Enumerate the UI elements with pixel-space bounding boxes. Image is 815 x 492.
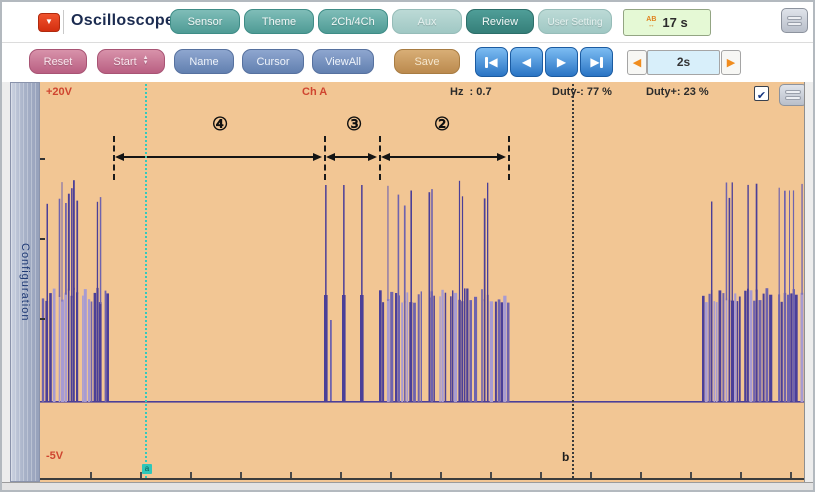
title-divider	[63, 10, 64, 34]
x-axis-tick	[740, 472, 742, 478]
x-axis-tick	[540, 472, 542, 478]
annotation-region-label: ④	[212, 114, 229, 134]
sidebar-tab-configuration[interactable]: Configuration	[10, 82, 40, 482]
x-axis-tick	[290, 472, 292, 478]
x-axis-tick	[440, 472, 442, 478]
cursor-a-line[interactable]: a	[142, 84, 152, 478]
plot-panel-icon[interactable]	[779, 84, 804, 106]
annotation-boundary-line	[324, 136, 326, 180]
reset-button[interactable]: Reset	[29, 49, 87, 74]
x-axis-tick	[340, 472, 342, 478]
annotation-arrow	[381, 153, 506, 161]
annotation-region-label: ③	[346, 114, 363, 134]
x-axis-line	[40, 478, 804, 480]
skip-to-end-button[interactable]: ▶	[580, 47, 613, 77]
sidebar-label: Configuration	[19, 242, 31, 322]
channel-label: Ch A	[302, 86, 328, 98]
display-checkbox[interactable]: ✔	[754, 86, 769, 102]
annotation-arrow	[326, 153, 377, 161]
viewall-button[interactable]: ViewAll	[312, 49, 374, 74]
annotation-boundary-line	[508, 136, 510, 180]
elapsed-time-display: AB ↔ 17 s	[623, 9, 711, 36]
timebase-value-field[interactable]: 2s	[647, 50, 720, 75]
chevron-down-icon: ▼	[45, 17, 53, 26]
spinner-arrows-icon: ▲ ▼	[142, 55, 149, 67]
frequency-readout: Hz : 0.7	[450, 86, 492, 98]
step-back-button[interactable]: ◀	[510, 47, 543, 77]
x-axis-tick	[90, 472, 92, 478]
arrow-left-icon: ◀	[632, 57, 642, 69]
y-axis-tick	[40, 158, 45, 160]
bar-icon	[485, 56, 489, 68]
elapsed-time-value: 17 s	[662, 15, 688, 30]
arrow-right-icon: ▶	[726, 57, 736, 69]
ab-interval-icon: AB ↔	[646, 15, 657, 29]
x-axis-tick	[390, 472, 392, 478]
app-menu-button[interactable]: ▼	[38, 13, 60, 32]
theme-button[interactable]: Theme	[244, 9, 314, 34]
start-button[interactable]: Start ▲ ▼	[97, 49, 165, 74]
right-gutter	[805, 82, 813, 482]
duty-plus-readout: Duty+: 23 %	[646, 86, 709, 98]
x-axis-tick	[190, 472, 192, 478]
x-axis-tick	[590, 472, 592, 478]
y-axis-tick	[40, 238, 45, 240]
review-button[interactable]: Review	[466, 9, 534, 34]
channel-mode-button[interactable]: 2Ch/4Ch	[318, 9, 388, 34]
annotation-arrow	[115, 153, 322, 161]
x-axis-tick	[640, 472, 642, 478]
left-gutter	[2, 82, 10, 482]
annotation-boundary-line	[379, 136, 381, 180]
user-setting-button: User Setting	[538, 9, 612, 34]
x-axis-tick	[690, 472, 692, 478]
save-button[interactable]: Save	[394, 49, 460, 74]
x-axis-tick	[790, 472, 792, 478]
step-forward-button[interactable]: ▶	[545, 47, 578, 77]
annotation-boundary-line	[113, 136, 115, 180]
control-toolbar: Reset Start ▲ ▼ Name Cursor ViewAll Save ◀…	[2, 42, 813, 83]
timebase-increase-button[interactable]: ▶	[721, 50, 741, 75]
skip-to-start-button[interactable]: ◀	[475, 47, 508, 77]
voltage-top-label: +20V	[46, 86, 72, 98]
duty-minus-readout: Duty-: 77 %	[552, 86, 612, 98]
y-axis-tick	[40, 318, 45, 320]
scope-plot-area: ④ ③ ② a b +20V -5V Ch A Hz : 0.7 Duty-: 77…	[40, 82, 805, 482]
cursor-button[interactable]: Cursor	[242, 49, 304, 74]
cursor-a-tag[interactable]: a	[142, 464, 152, 474]
page-title: Oscilloscope	[71, 12, 175, 29]
bar-icon	[599, 56, 603, 68]
aux-button: Aux	[392, 9, 462, 34]
sensor-button[interactable]: Sensor	[170, 9, 240, 34]
x-axis-tick	[240, 472, 242, 478]
cursor-b-tag: b	[562, 450, 570, 464]
name-button[interactable]: Name	[174, 49, 234, 74]
check-icon: ✔	[756, 90, 767, 102]
waveform-canvas	[40, 180, 804, 403]
x-axis-tick	[490, 472, 492, 478]
cursor-b-line[interactable]: b	[562, 84, 574, 478]
top-toolbar: ▼ Oscilloscope Sensor Theme 2Ch/4Ch Aux …	[2, 2, 813, 42]
voltage-bottom-label: -5V	[46, 450, 64, 462]
panel-toggle-icon[interactable]	[781, 8, 808, 33]
timebase-decrease-button[interactable]: ◀	[627, 50, 647, 75]
x-axis-tick	[140, 472, 142, 478]
annotation-region-label: ②	[434, 114, 451, 134]
window-bottom-edge	[2, 482, 813, 490]
